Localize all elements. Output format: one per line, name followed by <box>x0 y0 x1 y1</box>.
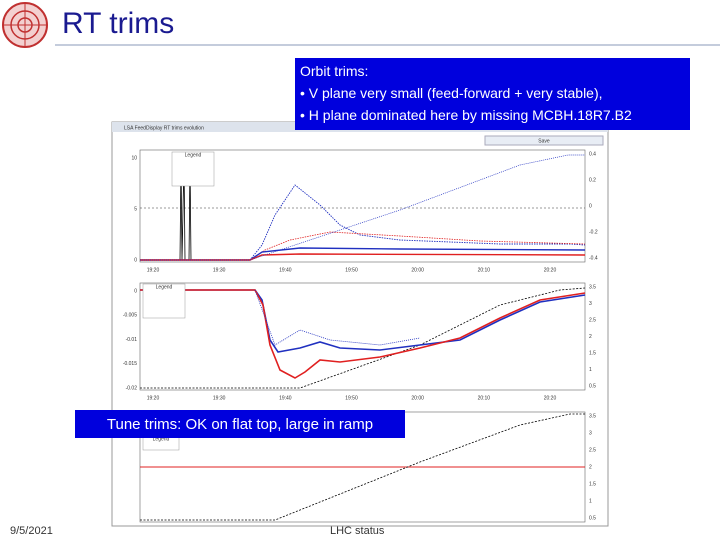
y2-tick-label: -0.4 <box>589 255 598 261</box>
y2-tick-label: 2 <box>589 464 592 470</box>
y-tick-label: 0 <box>134 257 137 263</box>
y2-tick-label: 0.5 <box>589 383 596 389</box>
y2-tick-label: 1.5 <box>589 350 596 356</box>
y-tick-label: 10 <box>131 155 137 161</box>
save-button[interactable]: Save <box>538 138 550 144</box>
slide-title: RT trims <box>62 7 174 40</box>
y2-tick-label: 3 <box>589 301 592 307</box>
callout-heading: Orbit trims: <box>300 63 368 79</box>
tune-callout <box>75 410 405 438</box>
window-title: LSA FeedDisplay RT trims evolution <box>124 125 204 131</box>
y2-tick-label: 3.5 <box>589 413 596 419</box>
y2-tick-label: 1 <box>589 367 592 373</box>
legend-title: Legend <box>153 436 170 442</box>
y-tick-label: -0.02 <box>126 385 138 391</box>
orbit-callout <box>295 58 690 130</box>
y2-tick-label: 2 <box>589 334 592 340</box>
x-tick-label: 19:20 <box>147 267 160 273</box>
callout-bullet: • V plane very small (feed-forward + ver… <box>300 85 603 101</box>
callout-text: Tune trims: OK on flat top, large in ram… <box>107 416 373 433</box>
y2-tick-label: 3 <box>589 430 592 436</box>
x-tick-label: 20:10 <box>478 395 491 401</box>
y-tick-label: 5 <box>134 206 137 212</box>
x-tick-label: 19:40 <box>279 267 292 273</box>
y2-tick-label: 2.5 <box>589 447 596 453</box>
y2-tick-label: 1.5 <box>589 481 596 487</box>
x-tick-label: 19:30 <box>213 267 226 273</box>
y2-tick-label: -0.2 <box>589 229 598 235</box>
x-tick-label: 19:20 <box>147 395 160 401</box>
legend-title: Legend <box>185 152 202 158</box>
x-tick-label: 20:20 <box>544 267 557 273</box>
callout-bullet: • H plane dominated here by missing MCBH… <box>300 107 632 123</box>
y2-tick-label: 1 <box>589 498 592 504</box>
y2-tick-label: 0.4 <box>589 151 596 157</box>
y2-tick-label: 0 <box>589 203 592 209</box>
screenshot: LSA FeedDisplay RT trims evolution Save … <box>111 121 609 527</box>
y2-tick-label: 2.5 <box>589 317 596 323</box>
y2-tick-label: 3.5 <box>589 284 596 290</box>
x-tick-label: 20:00 <box>411 267 424 273</box>
x-tick-label: 20:20 <box>544 395 557 401</box>
footer-date: 9/5/2021 <box>10 525 53 537</box>
x-tick-label: 19:50 <box>345 267 358 273</box>
x-tick-label: 19:40 <box>279 395 292 401</box>
y2-tick-label: 0.5 <box>589 515 596 521</box>
x-tick-label: 19:50 <box>345 395 358 401</box>
x-tick-label: 20:10 <box>478 267 491 273</box>
x-tick-label: 19:30 <box>213 395 226 401</box>
footer-center: LHC status <box>330 525 385 537</box>
y-tick-label: -0.005 <box>123 313 137 319</box>
logo <box>2 2 48 48</box>
y-tick-label: -0.01 <box>126 337 138 343</box>
legend-title: Legend <box>156 284 173 290</box>
y-tick-label: -0.015 <box>123 361 137 367</box>
y-tick-label: 0 <box>134 288 137 294</box>
x-tick-label: 20:00 <box>411 395 424 401</box>
y2-tick-label: 0.2 <box>589 177 596 183</box>
